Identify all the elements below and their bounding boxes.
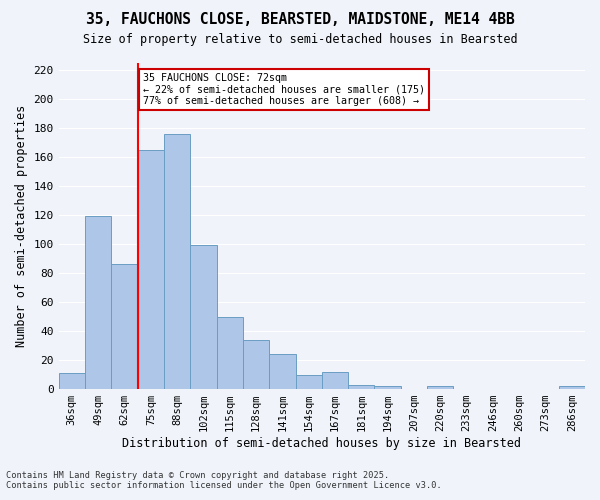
Bar (243, 340, 269, 389)
X-axis label: Distribution of semi-detached houses by size in Bearsted: Distribution of semi-detached houses by … (122, 437, 521, 450)
Bar (112, 264, 137, 389)
Text: 35, FAUCHONS CLOSE, BEARSTED, MAIDSTONE, ME14 4BB: 35, FAUCHONS CLOSE, BEARSTED, MAIDSTONE,… (86, 12, 514, 28)
Text: 35 FAUCHONS CLOSE: 72sqm
← 22% of semi-detached houses are smaller (175)
77% of : 35 FAUCHONS CLOSE: 72sqm ← 22% of semi-d… (143, 72, 425, 106)
Bar (322, 372, 348, 389)
Bar (559, 386, 585, 389)
Bar (59, 373, 85, 389)
Bar (85, 216, 112, 389)
Bar (190, 246, 217, 389)
Bar (427, 386, 454, 389)
Y-axis label: Number of semi-detached properties: Number of semi-detached properties (15, 104, 28, 347)
Text: Size of property relative to semi-detached houses in Bearsted: Size of property relative to semi-detach… (83, 32, 517, 46)
Text: Contains HM Land Registry data © Crown copyright and database right 2025.
Contai: Contains HM Land Registry data © Crown c… (6, 470, 442, 490)
Bar (374, 386, 401, 389)
Bar (296, 374, 322, 389)
Bar (137, 150, 164, 389)
Bar (348, 384, 374, 389)
Bar (164, 134, 190, 389)
Bar (217, 316, 243, 389)
Bar (269, 354, 296, 389)
